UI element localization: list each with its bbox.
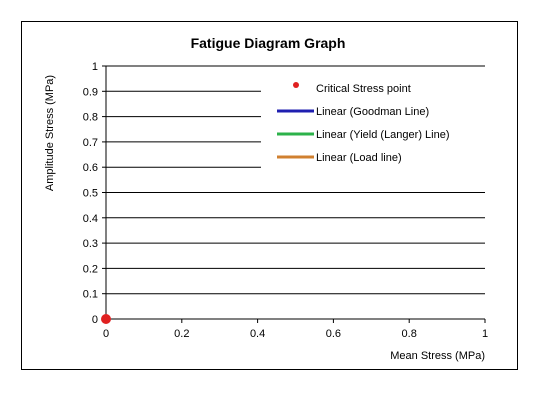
chart-svg: Fatigue Diagram Graph 0 0.1 0.2 0.3 0.4 0.5 0.…: [44, 35, 494, 362]
y-tick-label: 0.6: [83, 162, 98, 174]
data-point: [101, 314, 111, 324]
chart-area: Fatigue Diagram Graph 0 0.1 0.2 0.3 0.4 0.5 0.…: [21, 21, 518, 370]
legend-background: [261, 74, 494, 170]
x-axis-title: Mean Stress (MPa): [390, 350, 485, 362]
y-tick-label: 0.4: [83, 213, 98, 225]
chart-title: Fatigue Diagram Graph: [191, 35, 346, 51]
legend-label: Linear (Yield (Langer) Line): [316, 129, 450, 141]
legend-label: Linear (Load line): [316, 152, 402, 164]
legend: Critical Stress point Linear (Goodman Lin…: [261, 74, 494, 170]
y-tick-label: 0.3: [83, 238, 98, 250]
y-tick-label: 0.5: [83, 188, 98, 200]
y-tick-label: 1: [92, 61, 98, 73]
legend-label: Critical Stress point: [316, 83, 411, 95]
y-axis-title: Amplitude Stress (MPa): [44, 75, 56, 191]
y-axis-ticks: 0 0.1 0.2 0.3 0.4 0.5 0.6 0.7 0.8 0.9 1: [83, 61, 106, 326]
x-axis-ticks: 0 0.2 0.4 0.6 0.8 1: [103, 319, 488, 340]
y-tick-label: 0.2: [83, 263, 98, 275]
y-tick-label: 0.9: [83, 86, 98, 98]
y-tick-label: 0.7: [83, 137, 98, 149]
x-tick-label: 0.6: [326, 328, 341, 340]
x-tick-label: 0.8: [402, 328, 417, 340]
legend-marker: [293, 82, 299, 88]
y-tick-label: 0.1: [83, 289, 98, 301]
x-tick-label: 0.4: [250, 328, 265, 340]
data-points: [101, 314, 111, 324]
x-tick-label: 1: [482, 328, 488, 340]
y-tick-label: 0: [92, 314, 98, 326]
legend-label: Linear (Goodman Line): [316, 106, 429, 118]
x-tick-label: 0.2: [174, 328, 189, 340]
x-tick-label: 0: [103, 328, 109, 340]
y-tick-label: 0.8: [83, 112, 98, 124]
